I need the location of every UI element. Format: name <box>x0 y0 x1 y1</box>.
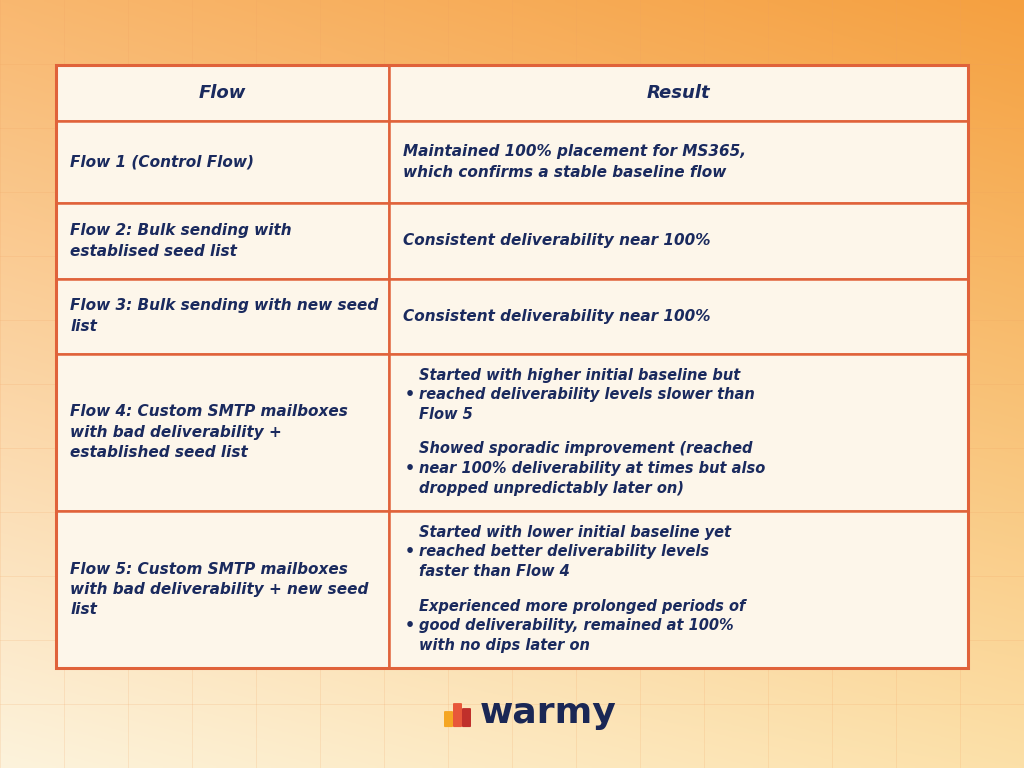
Bar <box>56 279 389 354</box>
Text: Result: Result <box>646 84 710 102</box>
Text: Flow: Flow <box>199 84 247 102</box>
Text: Consistent deliverability near 100%: Consistent deliverability near 100% <box>403 309 711 323</box>
Text: Started with higher initial baseline but
reached deliverability levels slower th: Started with higher initial baseline but… <box>419 368 755 422</box>
Bar <box>56 121 389 204</box>
Bar <box>389 204 968 279</box>
Text: •: • <box>404 618 415 633</box>
Bar <box>56 65 968 668</box>
Text: Maintained 100% placement for MS365,
which confirms a stable baseline flow: Maintained 100% placement for MS365, whi… <box>403 144 745 180</box>
Text: Showed sporadic improvement (reached
near 100% deliverability at times but also
: Showed sporadic improvement (reached nea… <box>419 442 765 495</box>
Text: •: • <box>404 461 415 476</box>
Bar <box>389 279 968 354</box>
Text: Flow 4: Custom SMTP mailboxes
with bad deliverability +
established seed list: Flow 4: Custom SMTP mailboxes with bad d… <box>71 405 348 460</box>
Text: Started with lower initial baseline yet
reached better deliverability levels
fas: Started with lower initial baseline yet … <box>419 525 731 579</box>
Bar <box>389 511 968 668</box>
Text: Experienced more prolonged periods of
good deliverability, remained at 100%
with: Experienced more prolonged periods of go… <box>419 598 745 653</box>
FancyBboxPatch shape <box>444 711 453 727</box>
Text: •: • <box>404 387 415 402</box>
Text: Consistent deliverability near 100%: Consistent deliverability near 100% <box>403 233 711 248</box>
Text: warmy: warmy <box>480 696 616 730</box>
Text: Flow 1 (Control Flow): Flow 1 (Control Flow) <box>71 154 254 170</box>
Text: •: • <box>404 545 415 559</box>
Bar <box>56 65 389 121</box>
Bar <box>389 354 968 511</box>
Bar <box>56 511 389 668</box>
Text: Flow 2: Bulk sending with
establised seed list: Flow 2: Bulk sending with establised see… <box>71 223 292 259</box>
Bar <box>389 65 968 121</box>
Bar <box>389 121 968 204</box>
FancyBboxPatch shape <box>453 703 462 727</box>
Text: Flow 5: Custom SMTP mailboxes
with bad deliverability + new seed
list: Flow 5: Custom SMTP mailboxes with bad d… <box>71 561 369 617</box>
Bar <box>56 354 389 511</box>
FancyBboxPatch shape <box>462 708 471 727</box>
Text: Flow 3: Bulk sending with new seed
list: Flow 3: Bulk sending with new seed list <box>71 299 379 334</box>
Bar <box>56 204 389 279</box>
